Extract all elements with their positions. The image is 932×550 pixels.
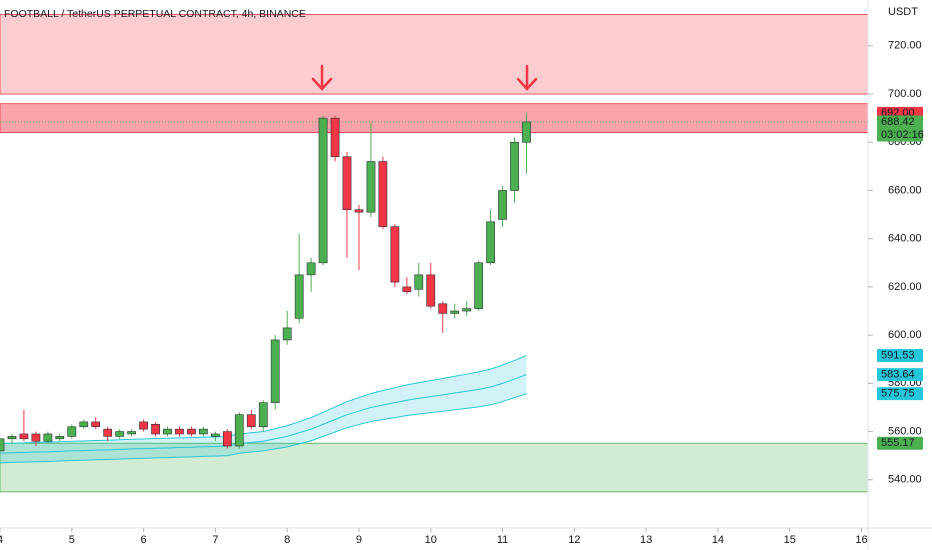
- chart-title: FOOTBALL / TetherUS PERPETUAL CONTRACT, …: [4, 8, 306, 20]
- candle-body: [366, 161, 376, 213]
- candle-body: [151, 424, 160, 435]
- candle-body: [282, 327, 292, 341]
- candle-body: [438, 303, 448, 314]
- price-label-box: [877, 115, 923, 142]
- candle-body: [342, 156, 352, 211]
- candle-body: [522, 121, 531, 143]
- candle-body: [234, 414, 244, 447]
- candle-body: [43, 433, 53, 442]
- price-label-box: [877, 387, 923, 401]
- candle-body: [91, 421, 101, 428]
- candle-body: [199, 428, 208, 435]
- candle-body: [0, 438, 5, 452]
- price-label: 555.17: [881, 437, 915, 449]
- candle-body: [103, 428, 113, 437]
- price-label: 575.75: [881, 387, 915, 399]
- candle-body: [175, 428, 184, 435]
- candle-body: [67, 426, 77, 437]
- candle-body: [294, 274, 304, 319]
- price-label-box: [877, 368, 923, 382]
- axes: 540.00560.00580.00600.00620.00640.00660.…: [0, 40, 924, 546]
- x-tick-label: 5: [69, 534, 75, 546]
- candle-body: [211, 433, 220, 437]
- y-tick-label: 600.00: [888, 329, 922, 341]
- x-tick-label: 6: [141, 534, 147, 546]
- candle-body: [222, 431, 232, 447]
- zone: [0, 103, 869, 134]
- x-tick-label: 16: [855, 534, 867, 546]
- x-tick-label: 13: [640, 534, 652, 546]
- axis-unit: USDT: [888, 6, 918, 18]
- candle-body: [139, 421, 148, 430]
- y-tick-label: 540.00: [888, 474, 922, 486]
- candle-body: [378, 161, 388, 227]
- x-tick-label: 14: [712, 534, 724, 546]
- candle-body: [318, 117, 328, 264]
- candle-body: [450, 310, 460, 314]
- candle-body: [462, 308, 472, 312]
- candle-body: [402, 286, 412, 293]
- candle-body: [414, 274, 424, 290]
- price-label: 591.53: [881, 349, 915, 361]
- band-line: [0, 355, 527, 445]
- x-tick-label: 4: [0, 534, 3, 546]
- candle-body: [163, 428, 172, 435]
- candle-body: [246, 414, 256, 428]
- candle-body: [258, 402, 268, 428]
- price-label-box: [877, 349, 923, 363]
- price-label: 583.64: [881, 368, 915, 380]
- x-tick-label: 12: [568, 534, 580, 546]
- price-label-box: [877, 436, 923, 450]
- candle-body: [426, 274, 436, 307]
- x-tick-label: 7: [212, 534, 218, 546]
- x-tick-label: 15: [784, 534, 796, 546]
- candle-body: [79, 421, 89, 428]
- candle-body: [306, 262, 316, 276]
- zone: [0, 442, 869, 493]
- candle-body: [31, 433, 41, 442]
- candle-body: [127, 431, 136, 435]
- x-tick-label: 8: [284, 534, 290, 546]
- candle-body: [510, 141, 519, 191]
- y-tick-label: 620.00: [888, 281, 922, 293]
- x-tick-label: 10: [425, 534, 437, 546]
- band-line: [0, 393, 527, 464]
- zone: [0, 14, 869, 95]
- candle-body: [330, 117, 340, 158]
- zones: [0, 14, 869, 493]
- candle-body: [474, 262, 484, 309]
- price-label: 688.42: [881, 116, 915, 128]
- y-tick-label: 700.00: [888, 88, 922, 100]
- candle-body: [354, 209, 364, 213]
- price-countdown: 03:02:16: [881, 129, 924, 141]
- band-line: [0, 374, 527, 454]
- x-tick-label: 9: [356, 534, 362, 546]
- arrow: [311, 64, 538, 91]
- candle-body: [187, 428, 196, 435]
- y-tick-label: 640.00: [888, 233, 922, 245]
- candle-body: [486, 221, 495, 264]
- y-tick-label: 560.00: [888, 425, 922, 437]
- x-tick-label: 11: [497, 534, 508, 546]
- candle-body: [19, 433, 29, 440]
- candle-body: [390, 226, 400, 283]
- y-tick-label: 720.00: [888, 40, 922, 52]
- candle-body: [55, 436, 65, 440]
- candle-body: [115, 431, 125, 437]
- candle-body: [7, 436, 17, 440]
- candle-body: [270, 339, 280, 403]
- y-tick-label: 660.00: [888, 184, 922, 196]
- candle-body: [498, 190, 507, 220]
- plot: [0, 113, 868, 464]
